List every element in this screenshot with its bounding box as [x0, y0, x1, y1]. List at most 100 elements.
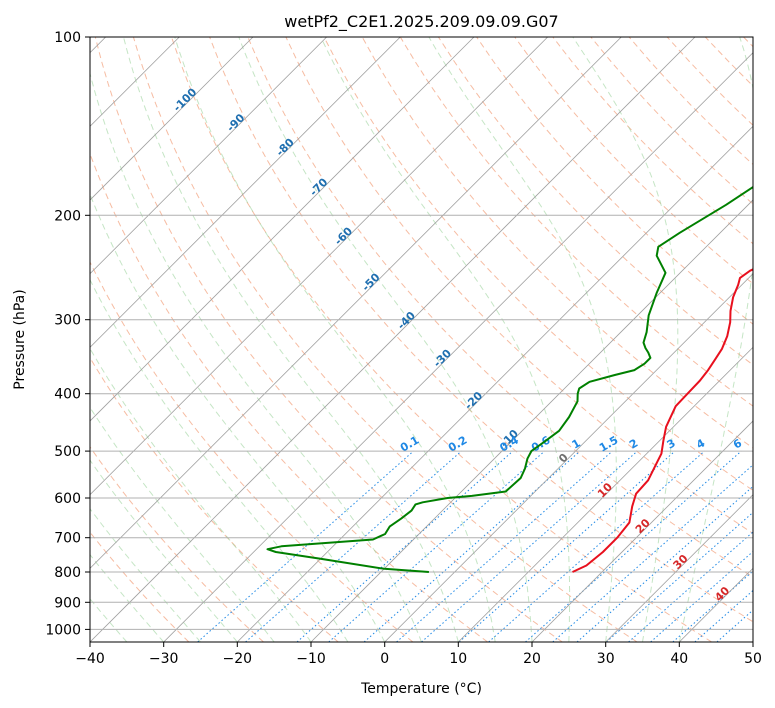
isotherm-line: [458, 346, 753, 642]
dry-adiabat-line: [743, 37, 753, 48]
dry-adiabat-line: [94, 37, 563, 642]
isotherm-label: -80: [274, 135, 297, 158]
x-tick-label: 10: [449, 651, 467, 667]
mixing-ratio-line: [245, 450, 462, 642]
mixing-ratio-line: [458, 450, 676, 642]
moist-adiabat-line: [90, 598, 128, 642]
temperature-profile-line: [572, 268, 753, 573]
moist-adiabat-line: [174, 37, 496, 642]
moist-adiabat-line: [90, 406, 275, 642]
mixing-ratio-line: [396, 450, 613, 642]
isotherm-line: [90, 37, 254, 201]
x-tick-label: 50: [744, 651, 762, 667]
dry-adiabat-line: [552, 37, 753, 245]
y-tick-label: 300: [54, 313, 81, 329]
pressure-gridlines: [90, 37, 753, 630]
plot-area: -100-90-80-70-60-50-40-30-20-10010203040…: [90, 37, 771, 642]
dry-adiabat-line: [437, 37, 753, 366]
isotherm-label: -50: [359, 270, 382, 293]
dry-adiabat-line: [209, 37, 753, 623]
isotherm-label: -60: [332, 224, 355, 247]
isotherm-label: -30: [431, 346, 454, 369]
dewpoint-profile-line: [266, 185, 753, 573]
mixing-ratio-line: [672, 570, 753, 642]
mixing-ratio-line: [363, 450, 581, 642]
x-axis-ticks: −40 −30 −20 −10 0 10 20 30 40 50: [75, 642, 762, 667]
isotherm-line: [384, 273, 753, 642]
isotherm-label: -70: [307, 175, 330, 198]
dry-adiabat-line: [90, 356, 339, 642]
mixing-ratio-line: [296, 450, 514, 642]
dry-adiabat-line: [285, 37, 753, 535]
mixing-ratio-line: [525, 450, 742, 642]
x-tick-label: 30: [597, 651, 615, 667]
mixing-ratio-line: [694, 589, 753, 642]
dry-adiabat-line: [704, 37, 753, 87]
dry-adiabat-line: [90, 446, 264, 642]
isotherm-line: [90, 37, 696, 642]
y-tick-label: 500: [54, 444, 81, 460]
moist-adiabat-line: [123, 37, 459, 642]
mixing-ratio-label: 2: [627, 437, 640, 452]
y-tick-label: 400: [54, 387, 81, 403]
moist-adiabat-line: [90, 459, 238, 642]
mixing-ratio-line: [650, 550, 753, 642]
dry-adiabat-line: [514, 37, 753, 285]
plot-frame: [89, 36, 754, 643]
isotherm-line: [90, 37, 548, 496]
skewed-isotherms: [90, 37, 753, 642]
isotherm-line: [90, 37, 622, 569]
mixing-ratio-line: [716, 609, 753, 642]
isotherm-line: [90, 37, 327, 275]
dry-adiabat-line: [666, 37, 753, 126]
mixing-ratio-line: [628, 531, 753, 642]
moist-adiabat-line: [90, 192, 386, 642]
y-tick-label: 900: [54, 595, 81, 611]
chart-title: wetPf2_C2E1.2025.209.09.09.G07: [284, 12, 558, 32]
mixing-ratio-label: 8: [758, 437, 771, 452]
isotherm-line: [605, 494, 753, 642]
x-axis-label: Temperature (°C): [360, 681, 482, 697]
y-tick-label: 800: [54, 565, 81, 581]
dry-adiabat-line: [132, 37, 638, 642]
moist-adiabat-line: [320, 37, 571, 642]
isotherm-line: [90, 37, 401, 348]
x-tick-label: −10: [296, 651, 326, 667]
isotherm-label: -40: [395, 309, 418, 332]
x-tick-label: −40: [75, 651, 105, 667]
y-axis-label: Pressure (hPa): [12, 289, 28, 389]
moist-adiabat-line: [572, 37, 679, 642]
moist-adiabat-line: [90, 553, 165, 642]
x-tick-label: 20: [523, 651, 541, 667]
isotherm-label: 30: [671, 552, 691, 572]
y-axis-ticks: 100 200 300 400 500 600 700 800 900 1000: [45, 30, 90, 638]
y-tick-label: 100: [54, 30, 81, 46]
dry-adiabat-line: [90, 260, 414, 642]
mixing-ratio-label: 4: [694, 436, 707, 451]
mixing-ratio-line: [552, 464, 753, 642]
mixing-ratio-line: [197, 450, 414, 642]
mixing-ratio-label: 1: [570, 437, 583, 452]
dry-adiabat-line: [90, 531, 190, 642]
moist-adiabat-line: [90, 71, 422, 642]
isotherm-label: 10: [595, 480, 615, 500]
mixing-ratio-lines: [197, 450, 753, 642]
x-tick-label: −30: [149, 651, 179, 667]
moist-adiabat-line: [90, 507, 201, 642]
x-tick-label: 40: [670, 651, 688, 667]
mixing-ratio-label: 3: [665, 437, 678, 452]
y-tick-label: 200: [54, 208, 81, 224]
y-tick-label: 700: [54, 531, 81, 547]
dry-adiabat-line: [171, 37, 712, 642]
dry-adiabat-line: [476, 37, 753, 325]
isotherm-line: [310, 199, 753, 642]
isotherm-line: [237, 125, 753, 642]
isotherm-label: -90: [224, 111, 247, 134]
mixing-ratio-line: [328, 450, 545, 642]
moist-adiabat-line: [238, 37, 533, 642]
isotherm-label: -20: [462, 389, 485, 412]
mixing-ratio-line: [488, 450, 705, 642]
y-tick-label: 600: [54, 491, 81, 507]
